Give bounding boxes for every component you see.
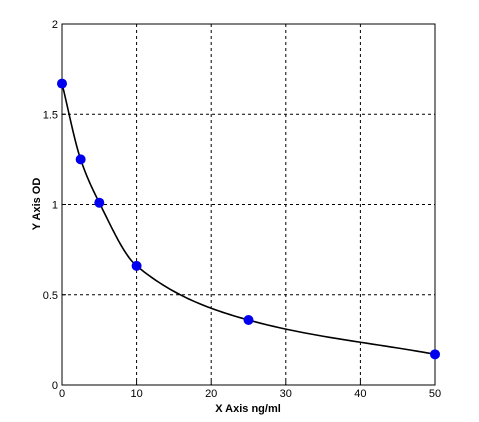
data-point <box>57 78 67 89</box>
axis-ticks <box>61 23 436 386</box>
data-points <box>57 78 440 360</box>
y-axis-tick-labels: 0 0.5 1 1.5 2 <box>43 19 58 392</box>
y-tick-label: 1.5 <box>43 109 58 121</box>
x-tick-label: 0 <box>59 388 65 400</box>
x-tick-label: 50 <box>429 388 441 400</box>
x-tick-label: 20 <box>205 388 217 400</box>
data-point <box>131 260 142 271</box>
fit-curve <box>61 83 436 356</box>
x-tick-label: 40 <box>354 388 366 400</box>
data-point <box>243 315 254 326</box>
data-point <box>75 154 86 165</box>
data-point <box>430 349 440 360</box>
y-tick-label: 1 <box>52 200 58 212</box>
x-axis-label: X Axis ng/ml <box>215 403 281 415</box>
grid-lines <box>62 24 435 385</box>
y-axis-label: Y Axis OD <box>31 178 43 231</box>
data-point <box>94 197 105 208</box>
y-tick-label: 0.5 <box>43 290 58 302</box>
x-tick-label: 10 <box>130 388 142 400</box>
y-tick-label: 2 <box>52 19 58 31</box>
y-tick-label: 0 <box>52 380 58 392</box>
x-axis-tick-labels: 0 10 20 30 40 50 <box>59 388 441 400</box>
x-tick-label: 30 <box>280 388 292 400</box>
